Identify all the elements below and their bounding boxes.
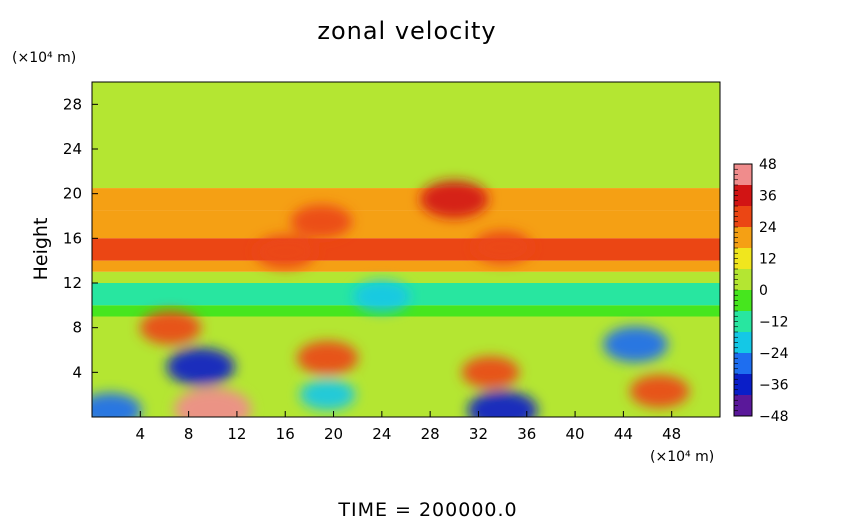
colorbar-segment: [734, 374, 752, 396]
colorbar-segment: [734, 269, 752, 291]
heatmap-feature-7: [296, 340, 359, 375]
heatmap-band-4: [92, 260, 720, 272]
heatmap-feature-2: [254, 234, 316, 269]
y-tick-label: 24: [63, 140, 82, 158]
plot-frame: [91, 81, 721, 418]
x-tick-label: 12: [227, 425, 246, 443]
x-tick-label: 4: [136, 425, 146, 443]
colorbar-segment: [734, 248, 752, 270]
colorbar-tick-label: −12: [759, 315, 789, 331]
colorbar-tick-label: 24: [759, 220, 777, 236]
heatmap-feature-14: [92, 392, 142, 417]
heatmap-band-0: [92, 82, 720, 189]
heatmap-feature-3: [472, 230, 533, 264]
colorbar-segment: [734, 164, 752, 186]
heatmap-band-5: [92, 271, 720, 283]
time-label: TIME = 200000.0: [337, 499, 517, 519]
heatmap-feature-12: [461, 356, 520, 389]
heatmap-band-7: [92, 305, 720, 317]
heatmap-feature-13: [139, 310, 202, 345]
x-axis: 4 8 12 16 20 24 28 32 36 40 44 48: [136, 411, 681, 443]
heatmap-feature-1: [290, 204, 353, 239]
x-tick-label: 28: [421, 425, 440, 443]
x-tick-label: 44: [614, 425, 633, 443]
colorbar-segment: [734, 353, 752, 375]
y-unit-label: (×10⁴ m): [12, 50, 76, 66]
colorbar-frame: [733, 163, 753, 417]
y-tick-label: 4: [72, 363, 82, 381]
x-tick-label: 20: [324, 425, 343, 443]
x-tick-label: 48: [662, 425, 681, 443]
colorbar-tick-label: −36: [759, 378, 789, 394]
x-tick-label: 8: [184, 425, 194, 443]
heatmap-band-3: [92, 238, 720, 261]
y-axis-label: Height: [30, 218, 52, 281]
heatmap-feature-10: [603, 326, 668, 363]
colorbar: 48 36 24 12 0 −12 −24 −36 −48: [733, 157, 789, 425]
colorbar-tick-label: −24: [759, 346, 789, 362]
heatmap-field: [92, 82, 720, 417]
colorbar-segment: [734, 395, 752, 417]
colorbar-segment: [734, 206, 752, 228]
plot-area: [91, 81, 721, 418]
x-tick-label: 32: [469, 425, 488, 443]
heatmap-feature-8: [299, 379, 356, 411]
colorbar-tick-label: 0: [759, 283, 768, 299]
colorbar-segment: [734, 290, 752, 312]
heatmap-feature-0: [420, 180, 489, 219]
heatmap-feature-9: [467, 390, 538, 417]
colorbar-tick-label: 12: [759, 252, 777, 268]
x-tick-label: 24: [372, 425, 391, 443]
heatmap-feature-4: [353, 280, 411, 313]
colorbar-segment: [734, 332, 752, 354]
heatmap-feature-6: [174, 387, 252, 417]
heatmap-band-2: [92, 210, 720, 239]
colorbar-segment: [734, 185, 752, 207]
colorbar-tick-label: 36: [759, 189, 777, 205]
x-tick-label: 16: [276, 425, 295, 443]
y-tick-label: 12: [63, 274, 82, 292]
colorbar-tick-label: 48: [759, 157, 777, 173]
y-tick-label: 8: [72, 319, 82, 337]
y-tick-label: 28: [63, 95, 82, 113]
y-tick-label: 20: [63, 185, 82, 203]
y-axis: 4 8 12 16 20 24 28: [63, 95, 98, 381]
chart-title: zonal velocity: [317, 17, 496, 45]
heatmap-feature-5: [166, 347, 235, 386]
colorbar-segment: [734, 311, 752, 333]
colorbar-segment: [734, 227, 752, 249]
colorbar-tick-label: −48: [759, 409, 789, 425]
x-tick-label: 36: [517, 425, 536, 443]
heatmap-band-1: [92, 188, 720, 211]
x-tick-label: 40: [566, 425, 585, 443]
x-unit-label: (×10⁴ m): [650, 449, 714, 465]
y-tick-label: 16: [63, 229, 82, 247]
heatmap-feature-11: [629, 374, 690, 408]
